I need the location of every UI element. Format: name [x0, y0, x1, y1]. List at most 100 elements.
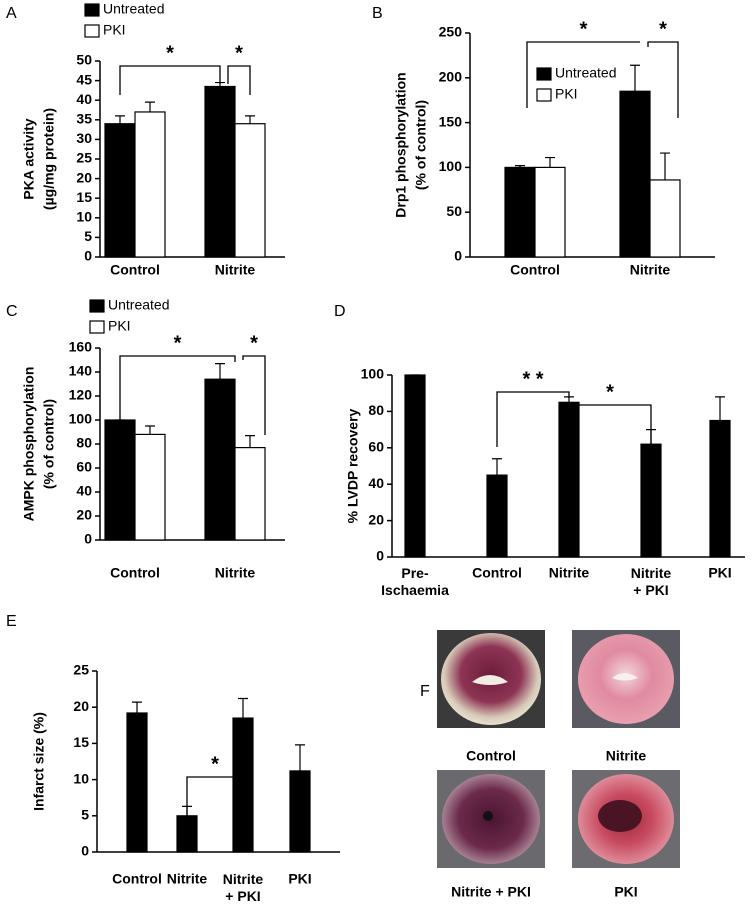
heart-photos	[437, 630, 680, 868]
lumen	[483, 811, 493, 821]
significance-bracket	[569, 404, 652, 455]
error-bar	[215, 363, 225, 380]
significance-bracket	[119, 65, 221, 95]
x-tick-label: Control	[110, 262, 160, 278]
y-tick-label: 250	[439, 24, 463, 40]
panel-label: D	[334, 303, 346, 320]
y-axis-label: (µg/mg protein)	[41, 108, 57, 210]
photo-caption: Nitrite	[606, 748, 647, 764]
legend-swatch	[84, 3, 100, 17]
y-tick-label: 45	[76, 71, 92, 87]
y-axis-label: % LVDP recovery	[345, 408, 361, 523]
y-tick-label: 20	[76, 169, 92, 185]
y-tick-label: 10	[76, 209, 92, 225]
error-bar	[132, 701, 142, 713]
legend-label: Untreated	[555, 65, 616, 81]
y-axis-label: AMPK phosphorylation	[21, 367, 37, 522]
y-axis-label: (% of control)	[413, 100, 429, 190]
significance-label: *	[211, 753, 219, 775]
x-tick-label: Control	[510, 262, 560, 278]
panel-label: F	[420, 683, 430, 700]
y-tick-label: 60	[76, 459, 92, 475]
y-tick-label: 140	[69, 363, 93, 379]
significance-label: *	[659, 18, 667, 40]
bar	[104, 123, 136, 258]
error-bar	[545, 156, 555, 168]
x-tick-label: PKI	[708, 565, 731, 581]
y-tick-label: 25	[73, 662, 89, 678]
bar	[558, 401, 580, 558]
x-tick-label: Nitrite	[549, 565, 590, 581]
lumen	[598, 800, 642, 832]
significance-bracket	[647, 41, 679, 118]
legend-swatch	[536, 88, 552, 102]
y-tick-label: 0	[84, 248, 92, 264]
bar	[234, 447, 266, 541]
bar	[126, 712, 148, 853]
y-axis-label: PKA activity	[21, 118, 37, 199]
y-tick-label: 40	[76, 483, 92, 499]
y-tick-label: 160	[69, 339, 93, 355]
y-tick-label: 5	[81, 807, 89, 823]
y-tick-label: 0	[84, 531, 92, 547]
error-bar	[492, 458, 502, 476]
significance-label: *	[580, 18, 588, 40]
legend-swatch	[536, 67, 552, 81]
y-tick-label: 50	[446, 203, 462, 219]
legend-label: PKI	[108, 318, 131, 334]
significance-label: *	[606, 381, 614, 403]
y-tick-label: 80	[368, 402, 384, 418]
legend-swatch	[84, 24, 100, 38]
x-tick-label: Nitrite + PKI	[631, 565, 672, 598]
legend-swatch	[89, 320, 105, 334]
panel-label: E	[6, 613, 17, 630]
error-bar	[295, 744, 305, 771]
bar	[404, 374, 426, 558]
photo-caption: PKI	[614, 884, 637, 900]
lumen	[612, 673, 638, 681]
panel-label: A	[6, 5, 17, 22]
significance-bracket	[526, 41, 640, 108]
y-tick-label: 15	[73, 734, 89, 750]
y-tick-label: 40	[76, 91, 92, 107]
significance-label: *	[250, 332, 258, 354]
significance-bracket	[496, 391, 570, 447]
x-tick-label: Nitrite	[630, 262, 671, 278]
legend-label: Untreated	[108, 297, 169, 313]
x-tick-label: Nitrite + PKI	[223, 871, 264, 904]
significance-bracket	[119, 355, 236, 420]
error-bar	[660, 152, 670, 180]
bar	[204, 378, 236, 541]
y-tick-label: 0	[81, 843, 89, 859]
error-bar	[630, 64, 640, 92]
y-tick-label: 0	[376, 548, 384, 564]
significance-label: *	[174, 332, 182, 354]
significance-bracket	[227, 65, 251, 95]
error-bar	[515, 165, 525, 168]
bar	[619, 90, 651, 258]
x-tick-label: Nitrite	[215, 565, 256, 581]
lumen	[472, 675, 508, 685]
bar	[504, 166, 536, 258]
significance-label: *	[235, 42, 243, 64]
bar	[534, 166, 566, 258]
y-tick-label: 35	[76, 111, 92, 127]
y-axis-label: Infarct size (%)	[31, 712, 47, 811]
y-tick-label: 100	[361, 366, 385, 382]
significance-bracket	[186, 776, 244, 840]
error-bar	[145, 101, 155, 112]
y-tick-label: 0	[454, 248, 462, 264]
bar	[289, 770, 311, 853]
bar	[134, 111, 166, 258]
y-axis-label: (% of control)	[41, 399, 57, 489]
bar	[640, 443, 662, 558]
significance-label: *	[166, 42, 174, 64]
x-tick-label: Nitrite	[167, 871, 208, 887]
y-tick-label: 5	[84, 228, 92, 244]
bar	[234, 123, 266, 258]
y-tick-label: 60	[368, 439, 384, 455]
bar	[649, 179, 681, 258]
bar	[204, 85, 236, 258]
x-tick-label: Control	[110, 565, 160, 581]
